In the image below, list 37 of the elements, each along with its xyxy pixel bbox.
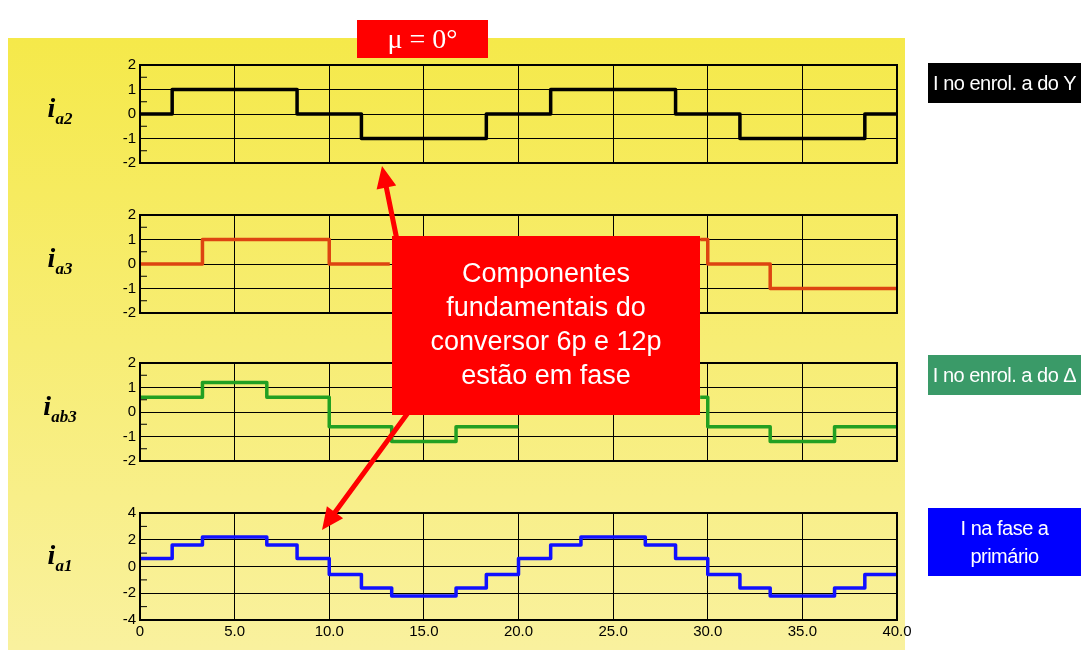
x-tick-label: 40.0 (882, 622, 912, 640)
x-tick-label: 35.0 (787, 622, 817, 640)
x-tick-label: 15.0 (409, 622, 439, 640)
x-tick-label: 5.0 (224, 622, 246, 640)
y-axis-title: i$_{a1}$ (46, 539, 74, 576)
text: I no enrol. a do Y (928, 63, 1081, 103)
y-tick-label: 0 (127, 254, 136, 272)
y-tick-label: -1 (122, 426, 136, 444)
y-tick-label: 0 (127, 104, 136, 122)
x-tick-label: 10.0 (314, 622, 344, 640)
y-tick-label: -4 (122, 610, 136, 628)
y-tick-label: 1 (127, 229, 136, 247)
y-tick-label: -2 (122, 303, 136, 321)
y-tick-label: 0 (127, 556, 136, 574)
y-tick-label: 1 (127, 79, 136, 97)
text: I no enrol. a do Δ (928, 355, 1081, 395)
annotation: Componentes fundamentais do conversor 6p e 12p estão em fase (392, 236, 700, 415)
y-axis-title: i$_{ab3}$ (42, 390, 78, 427)
text: I na fase a primário (928, 508, 1081, 576)
x-tick-label: 20.0 (503, 622, 534, 640)
y-tick-label: -2 (122, 451, 136, 469)
y-axis-title: i$_{a3}$ (46, 242, 74, 279)
y-tick-label: 0 (127, 402, 136, 420)
y-tick-label: 1 (127, 377, 136, 395)
y-tick-label: 4 (127, 503, 136, 521)
y-axis-title: i$_{a2}$ (46, 92, 74, 129)
y-tick-label: 2 (127, 205, 136, 223)
y-tick-label: -2 (122, 153, 136, 171)
chart-title: μ = 0° (357, 20, 488, 58)
y-tick-label: -1 (122, 278, 136, 296)
x-tick-label: 25.0 (598, 622, 628, 640)
y-tick-label: 2 (127, 529, 136, 547)
y-tick-label: 2 (127, 353, 136, 371)
x-tick-label: 30.0 (693, 622, 723, 640)
y-tick-label: -1 (122, 128, 136, 146)
y-tick-label: 2 (127, 55, 136, 73)
y-tick-label: -2 (122, 583, 136, 601)
